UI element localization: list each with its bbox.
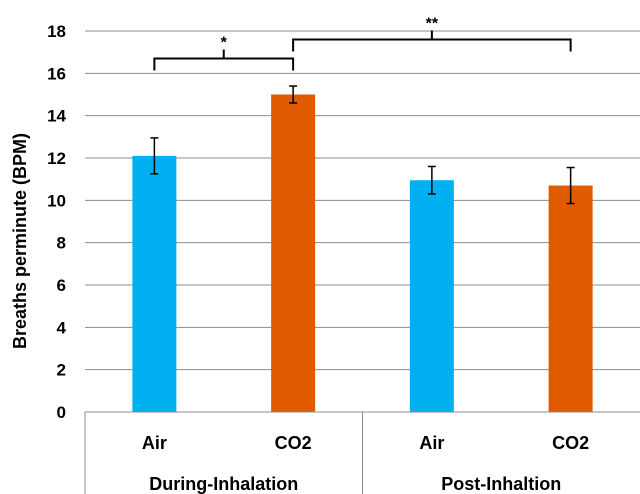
significance-bracket	[153, 57, 295, 71]
y-tick-label: 2	[57, 361, 66, 380]
bar	[409, 180, 454, 412]
y-axis-label: Breaths perminute (BPM)	[10, 133, 30, 349]
y-tick-label: 6	[57, 276, 66, 295]
y-tick-label: 12	[47, 149, 66, 168]
bar	[271, 94, 316, 412]
significance-bracket	[292, 38, 572, 52]
bar	[548, 185, 593, 412]
category-label: Air	[142, 433, 167, 453]
group-label: During-Inhalation	[149, 474, 298, 494]
y-tick-label: 0	[57, 403, 66, 422]
category-label: Air	[419, 433, 444, 453]
y-tick-label: 4	[57, 318, 67, 337]
significance-annotations: ***	[153, 15, 572, 71]
group-label: Post-Inhaltion	[441, 474, 561, 494]
y-tick-label: 14	[47, 107, 66, 126]
y-axis-ticks: 0 2 4 6 8 10 12 14 16 18	[47, 22, 66, 422]
error-bars	[150, 85, 575, 205]
bars	[132, 94, 593, 412]
category-label: CO2	[275, 433, 312, 453]
category-label: CO2	[552, 433, 589, 453]
y-tick-label: 8	[57, 234, 66, 253]
y-tick-label: 10	[47, 191, 66, 210]
gridlines	[85, 30, 640, 371]
significance-label: *	[221, 35, 228, 52]
y-tick-label: 16	[47, 64, 66, 83]
y-tick-label: 18	[47, 22, 66, 41]
x-axis: Air CO2 During-Inhalation Air CO2 Post-Inhalt…	[84, 411, 640, 494]
significance-label: **	[426, 15, 439, 32]
bar	[132, 155, 177, 412]
